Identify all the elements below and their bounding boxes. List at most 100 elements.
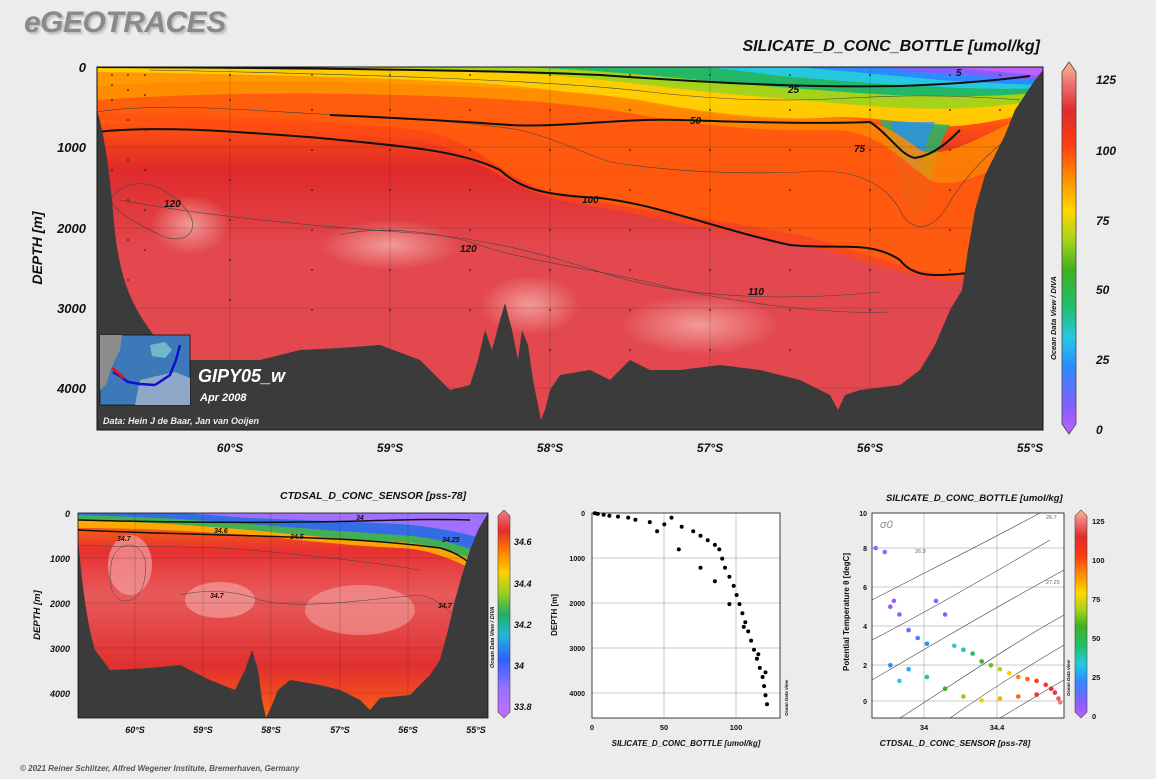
ts-point-18: [1025, 676, 1030, 682]
ts-point-21: [1048, 686, 1054, 691]
main-cbar-tick-0: 0: [1096, 423, 1103, 437]
main-x-tick-57s: 57°S: [697, 441, 723, 455]
main-odv-credit: Ocean Data View / DIVA: [1049, 276, 1058, 360]
sal-x-tick-57s: 57°S: [330, 725, 350, 735]
scatter-y-tick-4000: 4000: [569, 691, 585, 698]
scatter-point-15: [717, 547, 722, 552]
sal-x-tick-58s: 58°S: [261, 725, 281, 735]
sal-cbar-tick-33-8: 33.8: [514, 702, 532, 712]
sal-colorbar: 34.6 34.4 34.2 34 33.8: [497, 509, 533, 719]
scatter-point-8: [662, 522, 667, 527]
scatter-point-36: [712, 579, 717, 584]
sal-y-tick-1000: 1000: [50, 554, 70, 564]
ts-y-tick-2: 2: [863, 663, 867, 670]
sal-bathymetry: [78, 513, 488, 718]
ts-point-12: [970, 651, 975, 656]
ts-point-3: [891, 598, 897, 604]
scatter-y-tick-0: 0: [581, 511, 585, 518]
main-y-tick-2000: 2000: [56, 221, 87, 236]
contour-label-5: 5: [956, 68, 962, 79]
scatter-point-21: [737, 602, 742, 607]
data-credit: Data: Hein J de Baar, Jan van Ooijen: [103, 416, 260, 426]
ts-point-16: [1006, 670, 1012, 676]
sal-contour-34-25: 34.25: [442, 537, 460, 544]
sal-x-tick-56s: 56°S: [398, 725, 418, 735]
ts-point-7: [924, 641, 930, 647]
scatter-point-18: [727, 574, 732, 579]
ts-point-17: [1016, 674, 1021, 680]
main-x-tick-60s: 60°S: [217, 441, 243, 455]
sal-y-tick-2000: 2000: [49, 599, 70, 609]
ts-point-33: [888, 663, 893, 668]
ts-point-32: [1034, 692, 1039, 697]
main-x-tick-58s: 58°S: [537, 441, 563, 455]
ts-point-25: [906, 666, 911, 672]
sal-y-tick-0: 0: [65, 509, 70, 519]
ts-chart-title: SILICATE_D_CONC_BOTTLE [umol/kg]: [886, 493, 1063, 504]
scatter-point-20: [734, 593, 739, 597]
sal-x-tick-59s: 59°S: [193, 725, 213, 735]
sal-cbar-tick-34: 34: [514, 661, 524, 671]
scatter-odv-credit: Ocean Data View: [784, 679, 789, 716]
sal-odv-credit: Ocean Data View / DIVA: [490, 607, 496, 668]
sal-y-axis-label: DEPTH [m]: [32, 589, 43, 639]
scatter-point-26: [752, 647, 756, 652]
scatter-point-14: [712, 542, 717, 547]
ts-x-tick-34: 34: [920, 723, 929, 732]
contour-label-75: 75: [854, 144, 866, 155]
main-y-tick-0: 0: [79, 60, 87, 75]
ts-y-tick-0: 0: [863, 699, 867, 706]
cruise-label: GIPY05_w: [198, 366, 286, 386]
main-x-tick-55s: 55°S: [1017, 441, 1043, 455]
ts-point-2: [888, 604, 893, 609]
contour-label-110: 110: [748, 287, 764, 298]
scatter-x-tick-50: 50: [660, 723, 668, 732]
scatter-point-40: [763, 670, 768, 675]
sal-y-tick-3000: 3000: [50, 644, 70, 654]
ts-cbar-tick-75: 75: [1092, 595, 1100, 604]
scatter-point-27: [754, 656, 759, 661]
ts-diagram: σ0 26.7 26.9 27.25 10 8 6 4 2 0 Potentia…: [842, 509, 1105, 748]
density-label-26-7: 26.7: [1046, 515, 1057, 521]
scatter-point-29: [760, 675, 765, 679]
scatter-point-32: [765, 702, 769, 707]
sigma-label: σ0: [880, 519, 894, 531]
ts-y-tick-6: 6: [863, 585, 867, 592]
ts-y-tick-10: 10: [859, 511, 867, 518]
ts-point-20: [1043, 682, 1048, 688]
ts-point-19: [1034, 678, 1039, 684]
scatter-point-13: [705, 538, 710, 543]
scatter-point-17: [723, 565, 727, 570]
ts-point-31: [1016, 694, 1021, 699]
sal-x-tick-60s: 60°S: [125, 725, 145, 735]
ts-point-30: [997, 696, 1003, 701]
contour-label-25: 25: [787, 85, 800, 96]
scatter-point-19: [731, 583, 736, 588]
scatter-point-34: [676, 547, 681, 552]
main-cbar-tick-25: 25: [1095, 353, 1110, 367]
inset-map: [99, 334, 191, 406]
scatter-x-tick-0: 0: [590, 723, 594, 732]
main-colorbar: 125 100 75 50 25 0: [1061, 61, 1116, 437]
scatter-x-axis-label: SILICATE_D_CONC_BOTTLE [umol/kg]: [612, 739, 761, 748]
scatter-point-4: [616, 514, 620, 519]
main-y-axis-label: DEPTH [m]: [29, 210, 45, 284]
ts-odv-credit: Ocean Data View: [1066, 659, 1071, 696]
ts-point-22: [1052, 690, 1058, 695]
egeotraces-logo: eGEOTRACES: [24, 6, 226, 39]
salinity-section-plot: 34 34.25 34.5 34.6 34.7 34.7 34.7 0 1000…: [32, 509, 533, 735]
sal-cbar-tick-34-6: 34.6: [514, 537, 533, 547]
ts-cbar-tick-25: 25: [1092, 673, 1100, 682]
scatter-point-25: [749, 638, 754, 643]
scatter-point-35: [698, 565, 703, 570]
ts-point-5: [906, 627, 911, 633]
ts-point-9: [942, 612, 948, 617]
main-x-tick-56s: 56°S: [857, 441, 883, 455]
scatter-point-39: [756, 652, 761, 657]
ts-x-tick-34-4: 34.4: [990, 723, 1005, 732]
sal-contour-34-7c: 34.7: [438, 603, 453, 610]
ts-point-23: [1056, 696, 1061, 701]
ts-cbar-tick-50: 50: [1092, 634, 1100, 643]
sal-contour-34-7b: 34.7: [210, 593, 225, 600]
